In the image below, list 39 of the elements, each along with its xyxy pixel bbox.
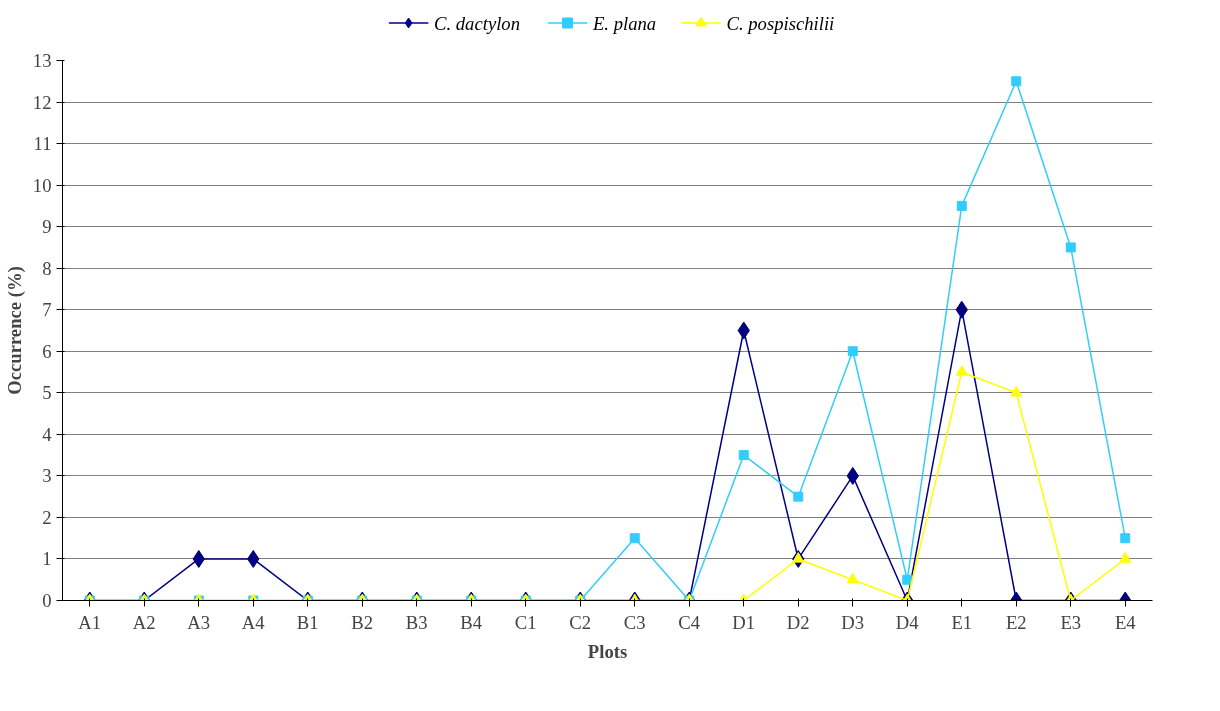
x-tick-label: E2 [1005, 611, 1027, 633]
x-tick-label: D3 [841, 611, 865, 633]
y-tick-label: 0 [42, 590, 52, 611]
y-tick-label: 6 [42, 340, 52, 362]
x-tick-label: D4 [895, 611, 920, 633]
legend-label: E. plana [591, 12, 657, 34]
x-tick-label: E4 [1114, 611, 1137, 633]
y-tick-label: 8 [42, 257, 52, 279]
x-tick-label: D2 [786, 611, 810, 633]
x-tick-label: E3 [1060, 611, 1082, 633]
x-tick-label: B2 [351, 611, 374, 633]
x-tick-label: C1 [514, 611, 537, 633]
y-tick-label: 5 [42, 382, 52, 404]
x-tick-label: C2 [569, 611, 592, 633]
y-tick-label: 7 [42, 299, 52, 321]
x-tick-label: B1 [296, 611, 319, 633]
y-tick-label: 4 [42, 423, 53, 445]
x-tick-label: E1 [951, 611, 973, 633]
x-tick-label: B4 [460, 611, 483, 633]
x-tick-label: A3 [187, 611, 211, 633]
x-tick-label: A2 [132, 611, 156, 633]
y-tick-label: 2 [42, 506, 52, 528]
legend-label: C. pospischilii [726, 12, 835, 34]
y-tick-label: 10 [32, 174, 52, 196]
x-tick-label: D1 [732, 611, 756, 633]
y-tick-label: 12 [32, 91, 52, 113]
x-axis-title: Plots [587, 640, 628, 662]
y-axis-title: Occurrence (%) [3, 266, 26, 395]
y-tick-label: 11 [33, 133, 52, 155]
x-tick-label: C4 [678, 611, 701, 633]
x-tick-label: A1 [78, 611, 102, 633]
y-tick-label: 3 [42, 465, 52, 487]
x-tick-label: B3 [405, 611, 428, 633]
legend-label: C. dactylon [434, 12, 521, 34]
y-tick-label: 1 [42, 548, 52, 570]
x-tick-label: A4 [241, 611, 266, 633]
y-tick-label: 13 [32, 50, 52, 71]
y-tick-label: 9 [42, 216, 52, 238]
x-tick-label: C3 [623, 611, 646, 633]
